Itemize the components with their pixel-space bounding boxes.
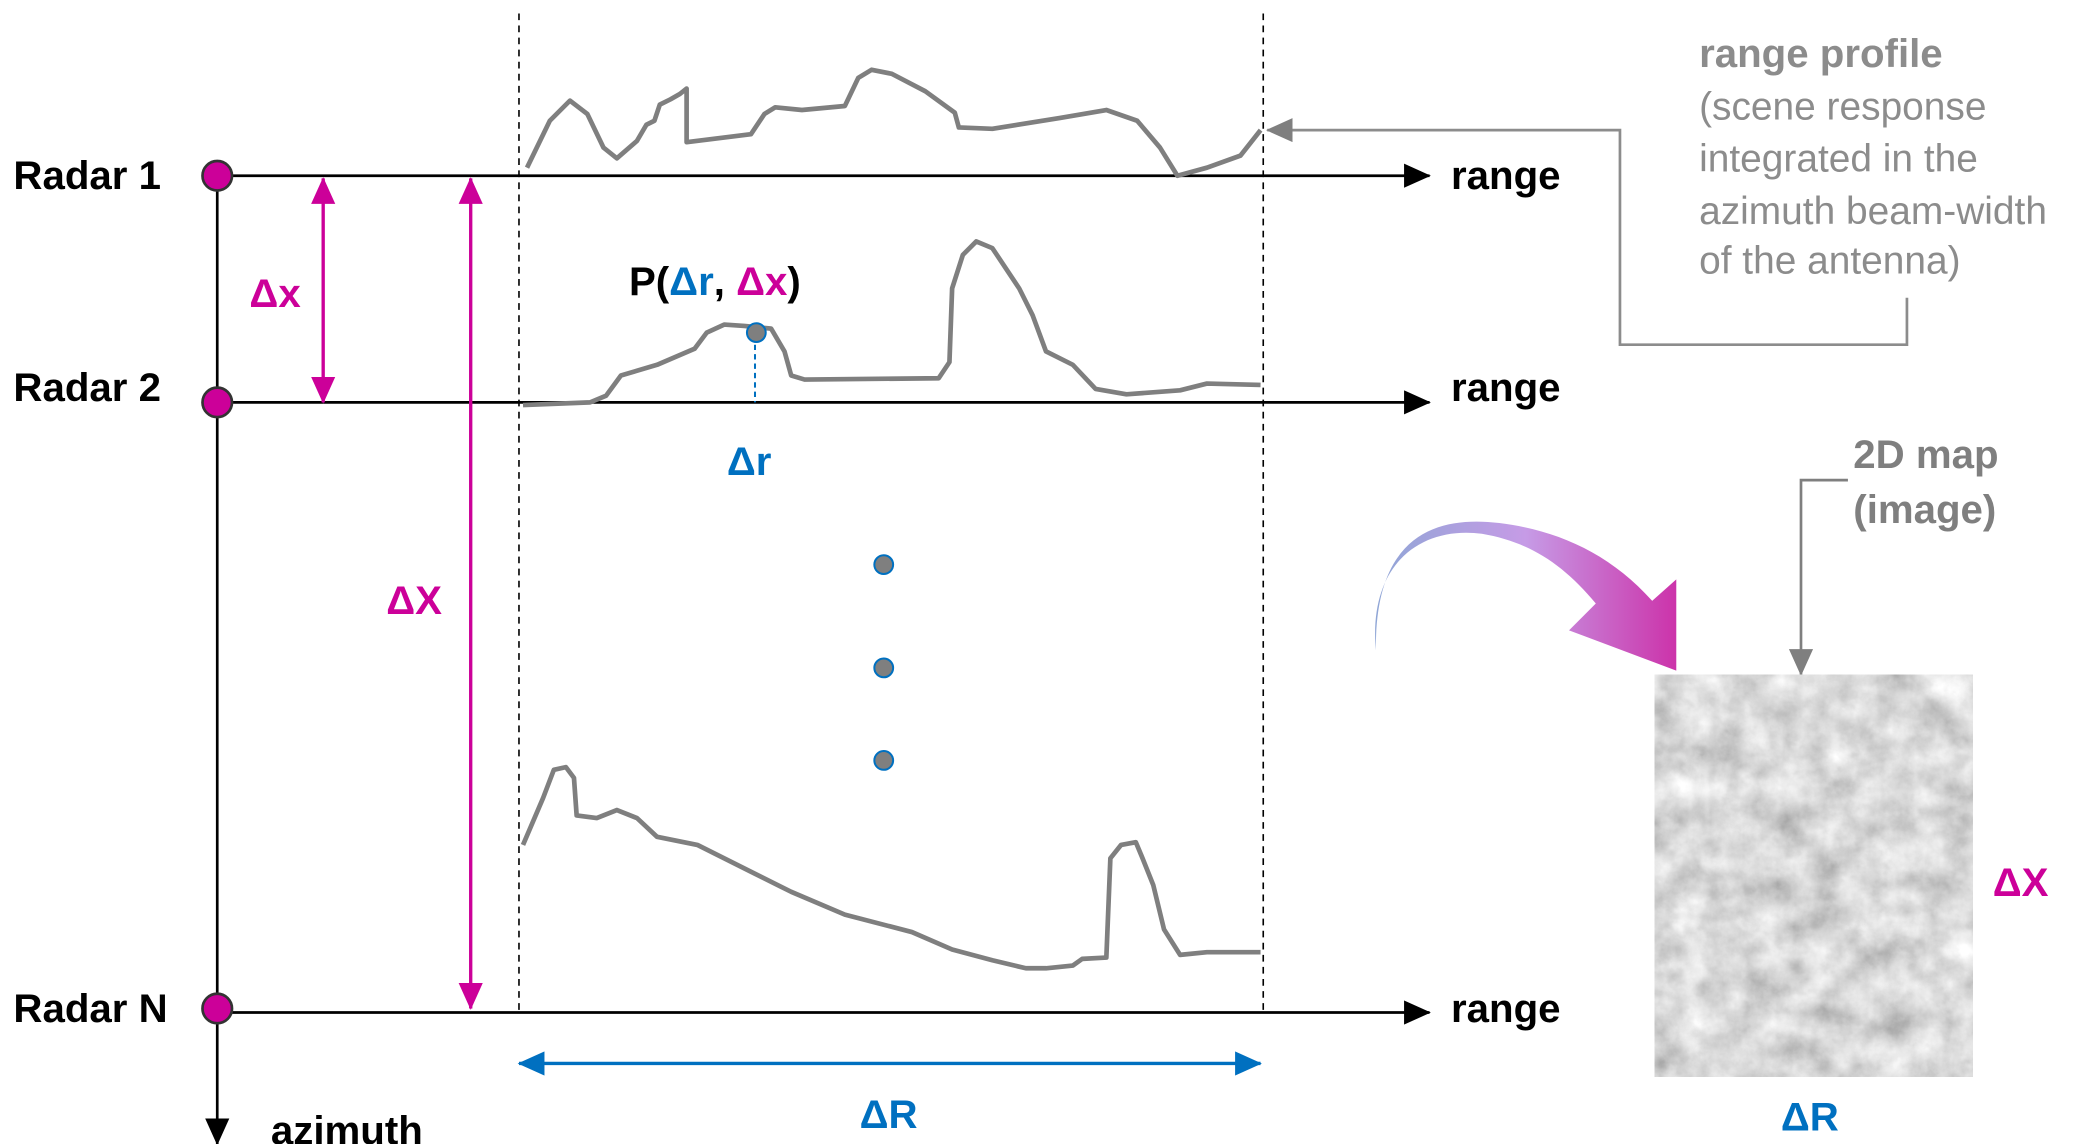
- range-label: range: [1451, 153, 1561, 198]
- sar-image: [1654, 674, 1973, 1077]
- note-connector: [1265, 118, 1909, 347]
- dr-label: Δr: [727, 439, 772, 484]
- range-label: range: [1451, 365, 1561, 410]
- profile-1: [524, 67, 1263, 179]
- note-line: (scene response: [1699, 85, 1986, 128]
- range-label: range: [1451, 986, 1561, 1031]
- map-connector: [1788, 478, 1848, 676]
- radar-dots: [201, 159, 234, 1025]
- point-prefix: P(: [629, 259, 670, 304]
- axes: [205, 163, 1431, 1144]
- azimuth-label: azimuth: [271, 1108, 423, 1144]
- map-width-label: ΔR: [1781, 1095, 1839, 1140]
- ellipsis: [873, 554, 895, 771]
- note-line: azimuth beam-width: [1699, 190, 2047, 233]
- map-height-label: ΔX: [1993, 860, 2049, 905]
- radar-label: Radar 1: [13, 153, 161, 198]
- dx-label: Δx: [249, 271, 301, 316]
- curved-arrow: [1375, 521, 1677, 671]
- note-title: range profile: [1699, 31, 1943, 76]
- DX-label: ΔX: [386, 578, 442, 623]
- point-suffix: ): [787, 259, 800, 304]
- map-title: 2D map: [1853, 432, 1998, 477]
- DR-label: ΔR: [860, 1092, 918, 1137]
- profile-2: [522, 239, 1261, 408]
- point-r: Δr: [669, 259, 714, 304]
- point-sep: ,: [714, 259, 736, 304]
- point-p: [745, 322, 767, 344]
- radar-label: Radar 2: [13, 365, 161, 410]
- point-x: Δx: [736, 259, 788, 304]
- point-label: P(Δr, Δx): [629, 259, 801, 304]
- map-title: (image): [1853, 487, 1996, 532]
- profile-n: [520, 764, 1261, 971]
- radar-label: Radar N: [13, 986, 167, 1031]
- note-line: of the antenna): [1699, 240, 1961, 283]
- note-line: integrated in the: [1699, 138, 1978, 181]
- dashed-bounds: [518, 13, 1265, 1013]
